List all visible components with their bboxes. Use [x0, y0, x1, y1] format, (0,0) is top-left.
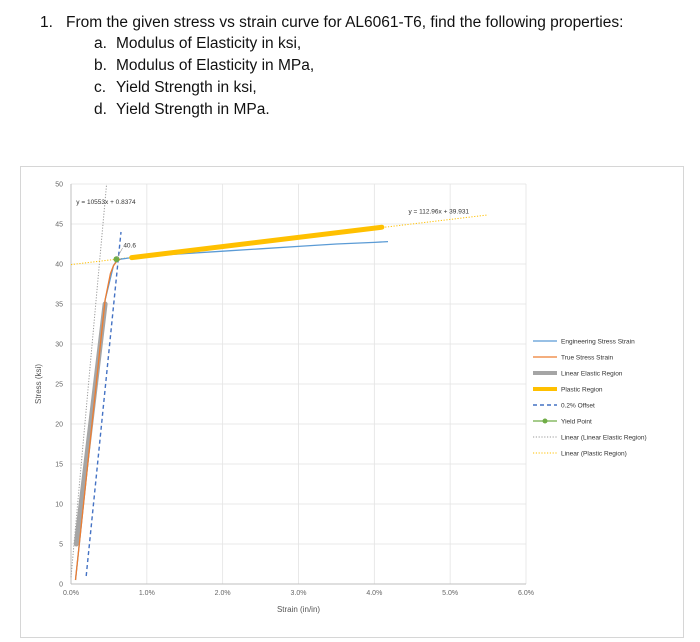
yield-label-leader	[116, 247, 123, 258]
sub-question-c: c. Yield Strength in ksi,	[94, 79, 257, 96]
y-tick-label: 25	[55, 382, 63, 389]
legend-label-yield-point: Yield Point	[561, 418, 592, 425]
x-tick-label: 3.0%	[291, 590, 307, 597]
sub-question-a: a. Modulus of Elasticity in ksi,	[94, 35, 302, 52]
plastic-region-line	[129, 224, 385, 261]
x-tick-label: 0.0%	[63, 590, 79, 597]
sub-question-b: b. Modulus of Elasticity in MPa,	[94, 57, 315, 74]
y-tick-label: 5	[59, 542, 63, 549]
legend-label-engineering-stress-strain: Engineering Stress Strain	[561, 338, 635, 345]
legend-label-linear-plastic-region: Linear (Plastic Region)	[561, 450, 627, 457]
x-tick-label: 5.0%	[442, 590, 458, 597]
x-tick-label: 6.0%	[518, 590, 534, 597]
question-prompt: 1. From the given stress vs strain curve…	[40, 12, 690, 33]
question-number: 1.	[40, 14, 53, 31]
legend-marker-yield-point	[542, 418, 548, 424]
0-2-offset-line	[85, 231, 122, 577]
x-tick-label: 2.0%	[215, 590, 231, 597]
stress-strain-chart: 0 5 10 15 20 25 30 35 40 45 50 0.0% 1.0% 2.0% 3.0% 4.0%…	[20, 166, 684, 638]
x-tick-label: 4.0%	[366, 590, 382, 597]
y-tick-label: 15	[55, 462, 63, 469]
yield-point-marker	[113, 256, 120, 263]
y-tick-label: 45	[55, 222, 63, 229]
sub-question-d: d. Yield Strength in MPa.	[94, 101, 270, 118]
chart-canvas: 0 5 10 15 20 25 30 35 40 45 50 0.0% 1.0% 2.0% 3.0% 4.0%…	[34, 182, 647, 615]
legend-label-linear-elastic-region: Linear Elastic Region	[561, 370, 623, 377]
question-block: 1. From the given stress vs strain curve…	[40, 12, 690, 121]
y-tick-label: 0	[59, 582, 63, 589]
legend-label-0-2-offset: 0.2% Offset	[561, 402, 595, 409]
x-axis-title: Strain (in/in)	[277, 605, 320, 614]
y-axis-title: Stress (ksi)	[34, 364, 43, 404]
question-text: From the given stress vs strain curve fo…	[66, 14, 624, 31]
y-tick-label: 30	[55, 342, 63, 349]
legend-label-plastic-region: Plastic Region	[561, 386, 603, 393]
legend-label-true-stress-strain: True Stress Strain	[561, 354, 614, 361]
linear-linear-elastic-region-line	[70, 183, 108, 578]
engineering-stress-strain-line	[74, 240, 389, 581]
y-tick-label: 20	[55, 422, 63, 429]
yield-value-label: 40.6	[123, 243, 136, 250]
y-tick-label: 40	[55, 262, 63, 269]
y-tick-label: 10	[55, 502, 63, 509]
x-tick-label: 1.0%	[139, 590, 155, 597]
true-stress-strain-line	[74, 258, 121, 581]
trendline-plastic-equation: y = 112.96x + 39.931	[408, 209, 469, 216]
trendline-elastic-equation: y = 10553x + 0.8374	[76, 199, 136, 206]
y-tick-label: 35	[55, 302, 63, 309]
legend-label-linear-linear-elastic-region: Linear (Linear Elastic Region)	[561, 434, 647, 441]
y-tick-label: 50	[55, 182, 63, 189]
